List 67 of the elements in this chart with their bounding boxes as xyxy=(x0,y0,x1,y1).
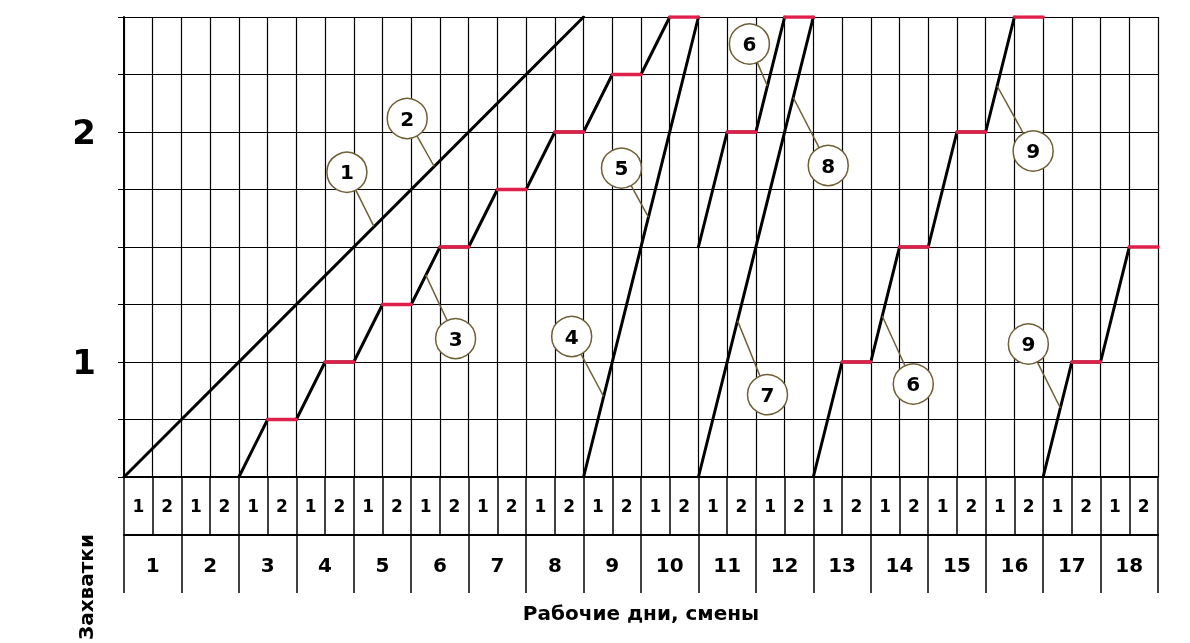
text: 2 xyxy=(563,496,576,516)
text: 1 xyxy=(764,496,777,516)
x-tick-label: 11 xyxy=(713,553,742,577)
text: 2 xyxy=(678,496,691,516)
annotation: 3 xyxy=(448,326,463,351)
text: 2 xyxy=(735,496,748,516)
text: 2 xyxy=(161,496,174,516)
annotation: 2 xyxy=(400,106,415,131)
annotation: 7 xyxy=(760,382,775,407)
text: 1 xyxy=(821,496,834,516)
text: 2 xyxy=(850,496,863,516)
text: 2 xyxy=(218,496,231,516)
text: 2 xyxy=(1137,496,1150,516)
x-tick-label: 9 xyxy=(605,553,620,577)
x-tick-label: 17 xyxy=(1057,553,1086,577)
text: 2 xyxy=(907,496,920,516)
annotation: 1 xyxy=(339,160,354,185)
x-tick-label: 3 xyxy=(260,553,275,577)
annotation: 6 xyxy=(906,372,921,396)
text: 1 xyxy=(706,496,719,516)
text: 2 xyxy=(620,496,633,516)
x-tick-label: 1 xyxy=(145,553,160,577)
text: 1 xyxy=(247,496,260,516)
x-tick-label: 7 xyxy=(490,553,505,577)
text: 1 xyxy=(362,496,375,516)
x-tick-label: 18 xyxy=(1115,553,1144,577)
text: 1 xyxy=(936,496,949,516)
text: 2 xyxy=(333,496,346,516)
x-tick-label: 5 xyxy=(375,553,390,577)
text: 2 xyxy=(1080,496,1093,516)
text: 1 xyxy=(649,496,662,516)
x-tick-label: 13 xyxy=(828,553,856,577)
annotation: 8 xyxy=(821,153,836,178)
x-tick-label: 15 xyxy=(943,553,971,577)
x-tick-label: 4 xyxy=(318,553,333,577)
x-tick-label: 8 xyxy=(547,553,562,577)
text: 1 xyxy=(994,496,1006,516)
text: 2 xyxy=(793,496,805,516)
annotation: 4 xyxy=(564,324,579,349)
annotation: 9 xyxy=(1021,332,1036,356)
text: 1 xyxy=(879,496,892,516)
text: 2 xyxy=(276,496,288,516)
text: 1 xyxy=(534,496,547,516)
x-tick-label: 14 xyxy=(885,553,914,577)
text: 2 xyxy=(390,496,403,516)
text: 1 xyxy=(304,496,317,516)
annotation: 6 xyxy=(742,32,757,56)
text: 1 xyxy=(419,496,432,516)
text: 2 xyxy=(448,496,461,516)
text: 2 xyxy=(505,496,518,516)
text: 2 xyxy=(1022,496,1035,516)
annotation: 9 xyxy=(1026,139,1041,163)
annotation: 5 xyxy=(614,156,629,181)
text: 1 xyxy=(591,496,604,516)
x-axis-title: Рабочие дни, смены xyxy=(522,601,760,625)
y-axis-title: Захватки xyxy=(74,534,98,640)
x-tick-label: 12 xyxy=(770,553,799,577)
text: 1 xyxy=(1051,496,1064,516)
x-tick-label: 2 xyxy=(203,553,218,577)
text: 1 xyxy=(132,496,145,516)
x-tick-label: 6 xyxy=(432,553,447,577)
text: 1 xyxy=(1108,496,1121,516)
x-tick-label: 16 xyxy=(1000,553,1029,577)
text: 1 xyxy=(189,496,202,516)
text: 2 xyxy=(965,496,978,516)
text: 1 xyxy=(477,496,489,516)
x-tick-label: 10 xyxy=(655,553,684,577)
